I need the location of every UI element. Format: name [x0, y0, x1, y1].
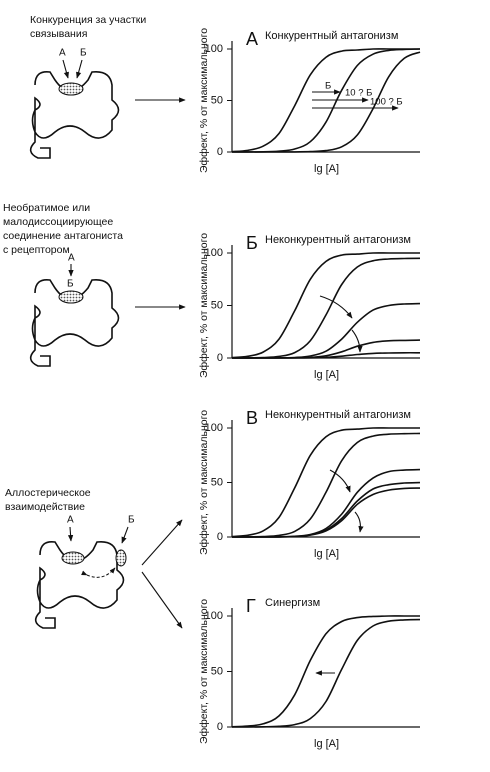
y-tick-label: 0 [217, 531, 223, 543]
y-tick-label: 100 [205, 43, 223, 55]
connector-arrow [141, 571, 183, 629]
curve [231, 252, 420, 359]
y-tick-label: 100 [205, 610, 223, 622]
panel-letter: В [246, 408, 258, 428]
y-tick-label: 100 [205, 422, 223, 434]
diagram-label: Б [67, 279, 74, 290]
annotation: 10 ? Б [345, 88, 372, 99]
y-axis-label: Эффект, % от максимального [198, 410, 210, 555]
diagram-caption: с рецептором [3, 244, 70, 256]
panel-letter: А [246, 29, 258, 49]
diagram-caption: взаимодействие [5, 501, 85, 513]
curve [231, 427, 420, 538]
diagram-arrow [67, 526, 74, 542]
receptor [34, 540, 127, 629]
chart-title: Неконкурентный антагонизм [265, 409, 411, 421]
diagram-arrow [121, 526, 129, 544]
diagram-label: А [67, 515, 74, 526]
x-axis-label: lg [A] [314, 738, 339, 750]
receptor [29, 70, 120, 159]
curve [231, 432, 421, 538]
panel-letter: Г [246, 596, 256, 616]
y-tick-label: 50 [211, 476, 223, 488]
shift-arrow [351, 329, 363, 353]
panel-letter: Б [246, 233, 258, 253]
curve [231, 257, 421, 359]
chart-title: Конкурентный антагонизм [265, 30, 398, 42]
shift-arrow [329, 469, 351, 493]
y-tick-label: 50 [211, 299, 223, 311]
diagram-caption: соединение антагониста [3, 230, 123, 242]
y-tick-label: 100 [205, 247, 223, 259]
diagram-caption: Необратимое или [3, 202, 90, 214]
connector-arrow [141, 519, 183, 566]
curve [231, 51, 421, 153]
diagram-label: А [68, 253, 75, 264]
diagram-caption: Аллостерическое [5, 487, 91, 499]
diagram-label: А [59, 48, 66, 59]
y-axis-label: Эффект, % от максимального [198, 599, 210, 744]
diagram-caption: малодиссоциирующее [3, 216, 113, 228]
shift-arrow [354, 511, 364, 533]
curve [232, 302, 421, 359]
chart-title: Неконкурентный антагонизм [265, 234, 411, 246]
annotation: Б [325, 81, 331, 92]
y-tick-label: 0 [217, 721, 223, 733]
y-tick-label: 50 [211, 665, 223, 677]
y-tick-label: 50 [211, 94, 223, 106]
diagram-caption: Конкуренция за участки [30, 14, 146, 26]
curve [231, 618, 421, 728]
diagram-arrow [62, 59, 69, 79]
curve [231, 48, 420, 153]
x-axis-label: lg [A] [314, 369, 339, 381]
curve [232, 468, 421, 538]
annotation: 100 ? Б [370, 97, 403, 108]
chart-title: Синергизм [265, 597, 320, 609]
receptor [29, 278, 120, 367]
y-axis-label: Эффект, % от максимального [198, 233, 210, 378]
curve [232, 351, 421, 359]
diagram-caption: связывания [30, 28, 87, 40]
shift-arrow [319, 295, 353, 319]
y-axis-label: Эффект, % от максимального [198, 28, 210, 173]
curve [232, 487, 421, 538]
curve [232, 339, 421, 359]
x-axis-label: lg [A] [314, 163, 339, 175]
diagram-label: Б [128, 515, 135, 526]
x-axis-label: lg [A] [314, 548, 339, 560]
y-tick-label: 0 [217, 352, 223, 364]
diagram-label: Б [80, 48, 87, 59]
diagram-arrow [76, 59, 83, 79]
curve [231, 615, 420, 728]
y-tick-label: 0 [217, 146, 223, 158]
